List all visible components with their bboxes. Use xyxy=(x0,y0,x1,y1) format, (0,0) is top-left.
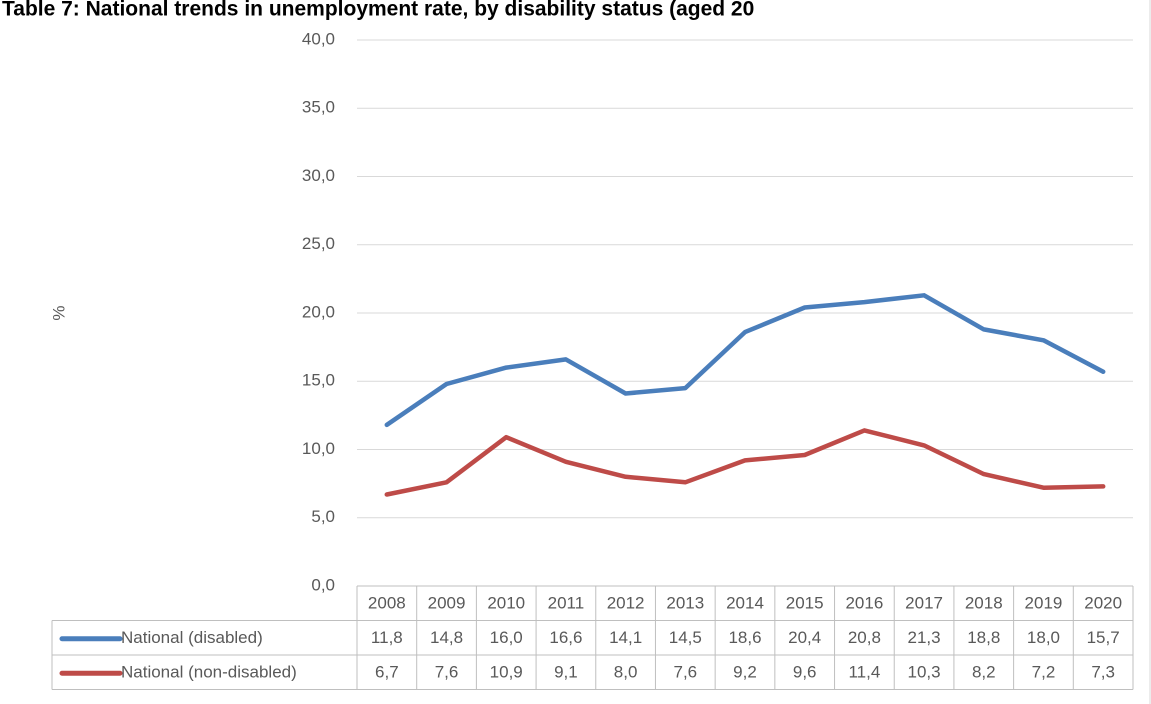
chart-title: Table 7: National trends in unemployment… xyxy=(2,0,754,21)
y-tick-label: 10,0 xyxy=(302,439,335,458)
table-value: 20,4 xyxy=(788,628,821,647)
table-value: 11,8 xyxy=(371,628,403,647)
table-value: 20,8 xyxy=(848,628,881,647)
table-value: 7,3 xyxy=(1091,663,1115,682)
x-tick-label: 2013 xyxy=(666,594,704,613)
x-tick-label: 2014 xyxy=(726,594,764,613)
y-tick-label: 5,0 xyxy=(311,507,335,526)
series-line xyxy=(384,293,1106,428)
x-tick-label: 2011 xyxy=(548,594,585,613)
table-value: 8,0 xyxy=(614,663,638,682)
table-value: 14,1 xyxy=(609,628,642,647)
x-tick-label: 2009 xyxy=(428,594,466,613)
table-value: 18,8 xyxy=(967,628,1000,647)
x-tick-label: 2015 xyxy=(786,594,824,613)
table-value: 15,7 xyxy=(1087,628,1120,647)
table-value: 7,2 xyxy=(1032,663,1056,682)
x-tick-label: 2016 xyxy=(845,594,883,613)
y-tick-label: 20,0 xyxy=(302,302,335,321)
y-tick-label: 35,0 xyxy=(302,98,335,117)
x-tick-label: 2008 xyxy=(368,594,406,613)
table-value: 18,0 xyxy=(1027,628,1060,647)
table-value: 21,3 xyxy=(908,628,941,647)
table-value: 14,5 xyxy=(669,628,702,647)
legend-label: National (non-disabled) xyxy=(121,663,297,682)
y-tick-label: 25,0 xyxy=(302,234,335,253)
x-tick-label: 2020 xyxy=(1084,594,1122,613)
table-value: 8,2 xyxy=(972,663,996,682)
legend-label: National (disabled) xyxy=(121,628,263,647)
table-value: 7,6 xyxy=(673,663,697,682)
y-tick-label: 30,0 xyxy=(302,166,335,185)
series-line xyxy=(384,428,1106,497)
x-tick-label: 2010 xyxy=(487,594,525,613)
table-value: 18,6 xyxy=(728,628,761,647)
table-value: 9,6 xyxy=(793,663,817,682)
x-tick-label: 2017 xyxy=(905,594,943,613)
table-value: 11,4 xyxy=(848,663,880,682)
table-value: 14,8 xyxy=(430,628,463,647)
table-value: 16,6 xyxy=(549,628,582,647)
x-tick-label: 2012 xyxy=(607,594,645,613)
table-value: 10,3 xyxy=(908,663,941,682)
table-value: 9,1 xyxy=(554,663,578,682)
y-tick-label: 15,0 xyxy=(302,371,335,390)
x-tick-label: 2018 xyxy=(965,594,1003,613)
y-tick-label: 40,0 xyxy=(302,29,335,48)
y-tick-label: 0,0 xyxy=(311,575,335,594)
table-value: 7,6 xyxy=(435,663,459,682)
table-value: 9,2 xyxy=(733,663,757,682)
y-axis-label: % xyxy=(49,305,68,320)
table-value: 16,0 xyxy=(490,628,523,647)
table-value: 6,7 xyxy=(375,663,399,682)
x-tick-label: 2019 xyxy=(1025,594,1063,613)
table-value: 10,9 xyxy=(490,663,523,682)
